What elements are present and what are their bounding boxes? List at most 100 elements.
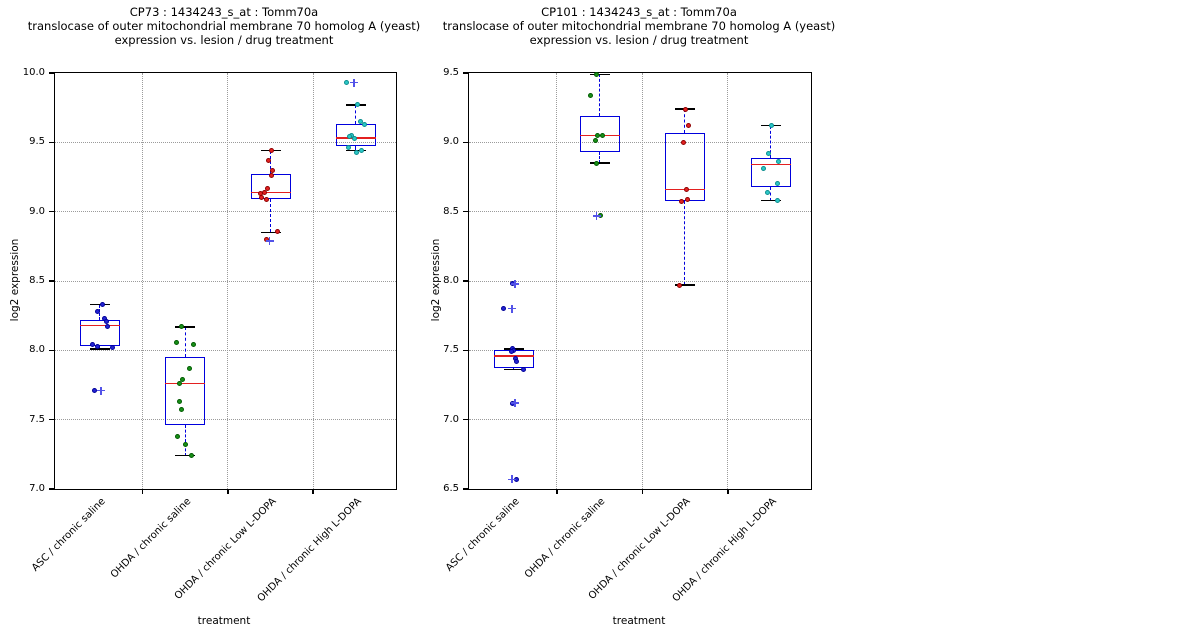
- data-point: [190, 342, 196, 348]
- data-point: [179, 376, 185, 382]
- grid-line-horizontal: [469, 280, 811, 282]
- data-point: [676, 282, 682, 288]
- data-point: [351, 135, 357, 141]
- grid-line-vertical: [142, 73, 144, 489]
- data-point: [109, 345, 115, 351]
- y-tick-mark: [463, 488, 468, 490]
- whisker-lower: [684, 200, 686, 286]
- title-line-2: translocase of outer mitochondrial membr…: [442, 19, 836, 33]
- data-point: [182, 442, 188, 448]
- data-point: [91, 388, 97, 394]
- y-tick-label: 6.5: [443, 483, 459, 494]
- whisker-lower: [99, 346, 101, 349]
- whisker-cap-lower: [675, 284, 696, 286]
- grid-line-horizontal: [55, 211, 396, 213]
- data-point: [174, 433, 180, 439]
- data-point: [346, 134, 352, 140]
- whisker-lower: [598, 152, 600, 164]
- data-point: [766, 150, 772, 156]
- flier-marker: [350, 78, 359, 87]
- x-category-label: OHDA / chronic Low L-DOPA: [172, 496, 279, 602]
- data-point: [682, 106, 688, 112]
- median-line: [494, 355, 535, 357]
- title-line-1: CP73 : 1434243_s_at : Tomm70a: [129, 5, 319, 19]
- data-point: [345, 145, 351, 151]
- flier-plus-v: [268, 236, 271, 245]
- grid-line-horizontal: [469, 211, 811, 213]
- x-category-label: OHDA / chronic High L-DOPA: [255, 496, 364, 605]
- whisker-upper: [770, 125, 772, 158]
- grid-line-vertical: [641, 73, 643, 489]
- data-point: [508, 349, 514, 355]
- y-tick-label: 7.0: [443, 413, 459, 425]
- y-tick-label: 9.0: [443, 136, 459, 148]
- y-tick-label: 9.0: [29, 205, 45, 217]
- data-point: [94, 343, 100, 349]
- y-tick-label: 8.5: [29, 275, 45, 286]
- median-line: [165, 382, 206, 385]
- data-point: [683, 186, 689, 192]
- whisker-cap-upper: [175, 326, 196, 328]
- grid-line-vertical: [556, 73, 558, 489]
- x-category-label: ASC / chronic saline: [444, 496, 522, 574]
- y-tick-mark: [49, 488, 54, 490]
- y-tick-label: 7.5: [443, 344, 459, 356]
- data-point: [361, 121, 367, 127]
- whisker-lower: [184, 425, 186, 456]
- y-tick-mark: [463, 141, 468, 144]
- x-tick-mark: [227, 489, 229, 494]
- flier-marker: [592, 211, 601, 220]
- data-point: [178, 324, 184, 330]
- data-point: [588, 92, 594, 98]
- data-point: [595, 132, 601, 138]
- data-point: [266, 157, 271, 163]
- data-point: [353, 149, 359, 155]
- whisker-cap-lower: [760, 199, 781, 202]
- box: [336, 124, 377, 147]
- data-point: [358, 148, 364, 154]
- y-tick-mark: [49, 72, 54, 74]
- whisker-upper: [269, 150, 271, 175]
- x-tick-mark: [556, 489, 558, 494]
- data-point: [775, 198, 781, 204]
- y-tick-mark: [49, 141, 54, 144]
- data-point: [178, 407, 184, 413]
- median-line: [250, 191, 291, 193]
- x-category-label: OHDA / chronic saline: [108, 496, 194, 581]
- data-point: [513, 358, 519, 364]
- data-point: [769, 123, 775, 129]
- whisker-lower: [269, 199, 271, 233]
- flier-plus-v: [353, 78, 355, 87]
- data-point: [594, 160, 600, 166]
- whisker-cap-lower: [260, 231, 281, 234]
- x-tick-mark: [727, 489, 729, 494]
- x-category-label: ASC / chronic saline: [30, 496, 108, 574]
- data-point: [99, 302, 105, 308]
- whisker-upper: [684, 109, 686, 133]
- grid-line-horizontal: [55, 141, 396, 143]
- y-tick-label: 7.5: [29, 413, 45, 425]
- data-point: [264, 196, 269, 202]
- data-point: [680, 139, 686, 145]
- whisker-upper: [598, 74, 600, 116]
- grid-line-vertical: [312, 73, 314, 489]
- data-point: [594, 71, 600, 77]
- data-point: [186, 365, 192, 371]
- data-point: [275, 228, 280, 234]
- cp101-plot-area: 6.5 7.0 7.5 8.0 8.5 9.0 9.5 ASC / chronic salin…: [443, 67, 812, 604]
- x-category-label: OHDA / chronic saline: [522, 496, 608, 581]
- data-point: [269, 148, 274, 154]
- whisker-cap-lower: [175, 454, 196, 457]
- plot-title-cp73: CP73 : 1434243_s_at : Tomm70a translocas…: [28, 5, 420, 47]
- grid-line-horizontal: [469, 141, 811, 143]
- data-point: [270, 167, 275, 173]
- box: [165, 357, 206, 426]
- x-category-label: OHDA / chronic High L-DOPA: [670, 496, 779, 605]
- flier-plus-v: [514, 399, 516, 408]
- y-tick-mark: [49, 210, 54, 213]
- data-point: [176, 381, 182, 387]
- y-tick-mark: [463, 280, 468, 282]
- box: [579, 115, 620, 153]
- title-line-2: translocase of outer mitochondrial membr…: [27, 19, 421, 33]
- grid-line-horizontal: [55, 280, 396, 282]
